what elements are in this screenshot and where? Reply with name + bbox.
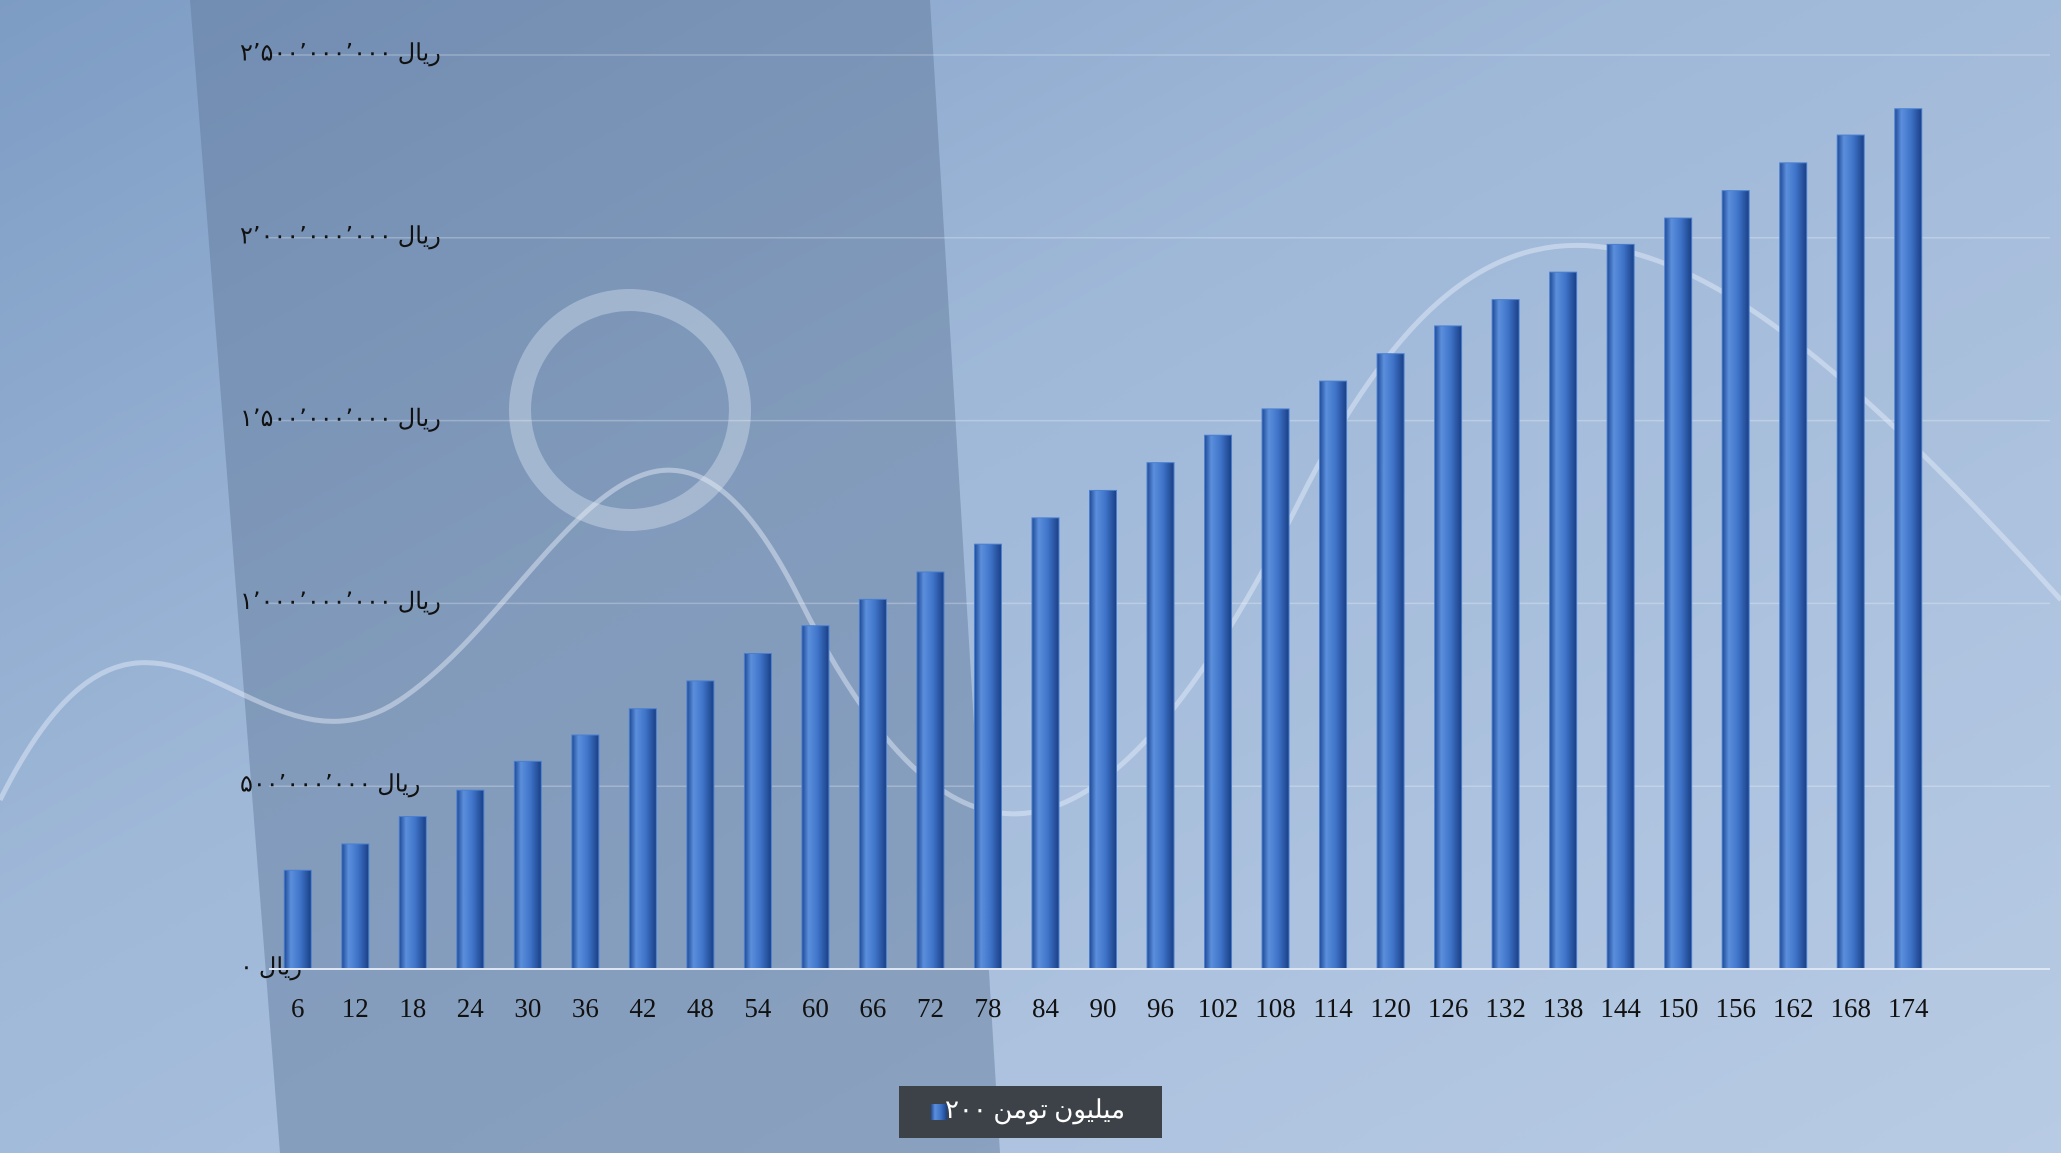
x-tick-label: 114 [1313, 993, 1353, 1023]
x-tick-label: 30 [514, 993, 541, 1023]
x-tick-label: 84 [1032, 993, 1060, 1023]
bar [1606, 243, 1635, 970]
x-tick-label: 156 [1715, 993, 1756, 1023]
y-tick-label: ریال ۱٬۰۰۰٬۰۰۰٬۰۰۰ [240, 589, 441, 615]
x-tick-label: 162 [1773, 993, 1814, 1023]
bar [1491, 299, 1520, 970]
decor-figure [190, 0, 1000, 1153]
x-tick-label: 96 [1147, 993, 1174, 1023]
bar [1204, 434, 1233, 970]
bar [1836, 134, 1865, 970]
bar [341, 843, 370, 970]
y-tick-label: ریال ۵۰۰٬۰۰۰٬۰۰۰ [240, 772, 420, 798]
decor-ring [509, 289, 751, 531]
bar [743, 652, 772, 970]
bar [686, 680, 715, 970]
x-tick-label: 78 [974, 993, 1001, 1023]
bar [628, 708, 657, 970]
x-tick-label: 174 [1888, 993, 1929, 1023]
x-tick-label: 24 [457, 993, 485, 1023]
bar [1376, 353, 1405, 970]
x-tick-label: 66 [859, 993, 886, 1023]
bar [1721, 190, 1750, 970]
x-tick-label: 102 [1198, 993, 1239, 1023]
x-tick-label: 60 [802, 993, 829, 1023]
x-tick-label: 126 [1428, 993, 1469, 1023]
x-tick-label: 6 [291, 993, 305, 1023]
x-tick-label: 108 [1255, 993, 1296, 1023]
legend-swatch [931, 1104, 947, 1120]
bar [1434, 325, 1463, 970]
bar [1779, 162, 1808, 970]
y-tick-label: ریال ۲٬۰۰۰٬۰۰۰٬۰۰۰ [240, 223, 441, 249]
bar [456, 789, 485, 970]
x-tick-label: 120 [1370, 993, 1411, 1023]
x-tick-label: 132 [1485, 993, 1526, 1023]
bar [283, 869, 312, 970]
bar [1031, 517, 1060, 970]
y-tick-label: ریال ۲٬۵۰۰٬۰۰۰٬۰۰۰ [240, 41, 441, 67]
bar [1549, 271, 1578, 970]
bar [973, 543, 1002, 970]
bar [916, 571, 945, 970]
bar [398, 816, 427, 970]
legend-label: ۲۰۰ میلیون تومن [945, 1095, 1125, 1125]
x-tick-label: 12 [342, 993, 369, 1023]
x-tick-label: 138 [1543, 993, 1584, 1023]
x-tick-label: 48 [687, 993, 714, 1023]
x-tick-label: 54 [744, 993, 772, 1023]
x-tick-label: 144 [1600, 993, 1641, 1023]
bar [1894, 108, 1923, 970]
bar [1146, 462, 1175, 970]
x-tick-label: 150 [1658, 993, 1699, 1023]
bar [571, 734, 600, 970]
bar [801, 625, 830, 970]
x-tick-label: 72 [917, 993, 944, 1023]
bar [1089, 489, 1117, 970]
y-tick-label: ریال ۱٬۵۰۰٬۰۰۰٬۰۰۰ [240, 406, 441, 432]
bar [1261, 408, 1290, 970]
bar [1664, 217, 1693, 970]
x-tick-label: 36 [572, 993, 599, 1023]
decor-wave [0, 242, 2061, 817]
x-tick-label: 42 [629, 993, 656, 1023]
bar [513, 760, 542, 970]
x-tick-label: 18 [399, 993, 426, 1023]
bar [858, 598, 887, 970]
x-tick-label: 168 [1830, 993, 1871, 1023]
bar [1319, 380, 1348, 970]
x-tick-label: 90 [1090, 993, 1117, 1023]
